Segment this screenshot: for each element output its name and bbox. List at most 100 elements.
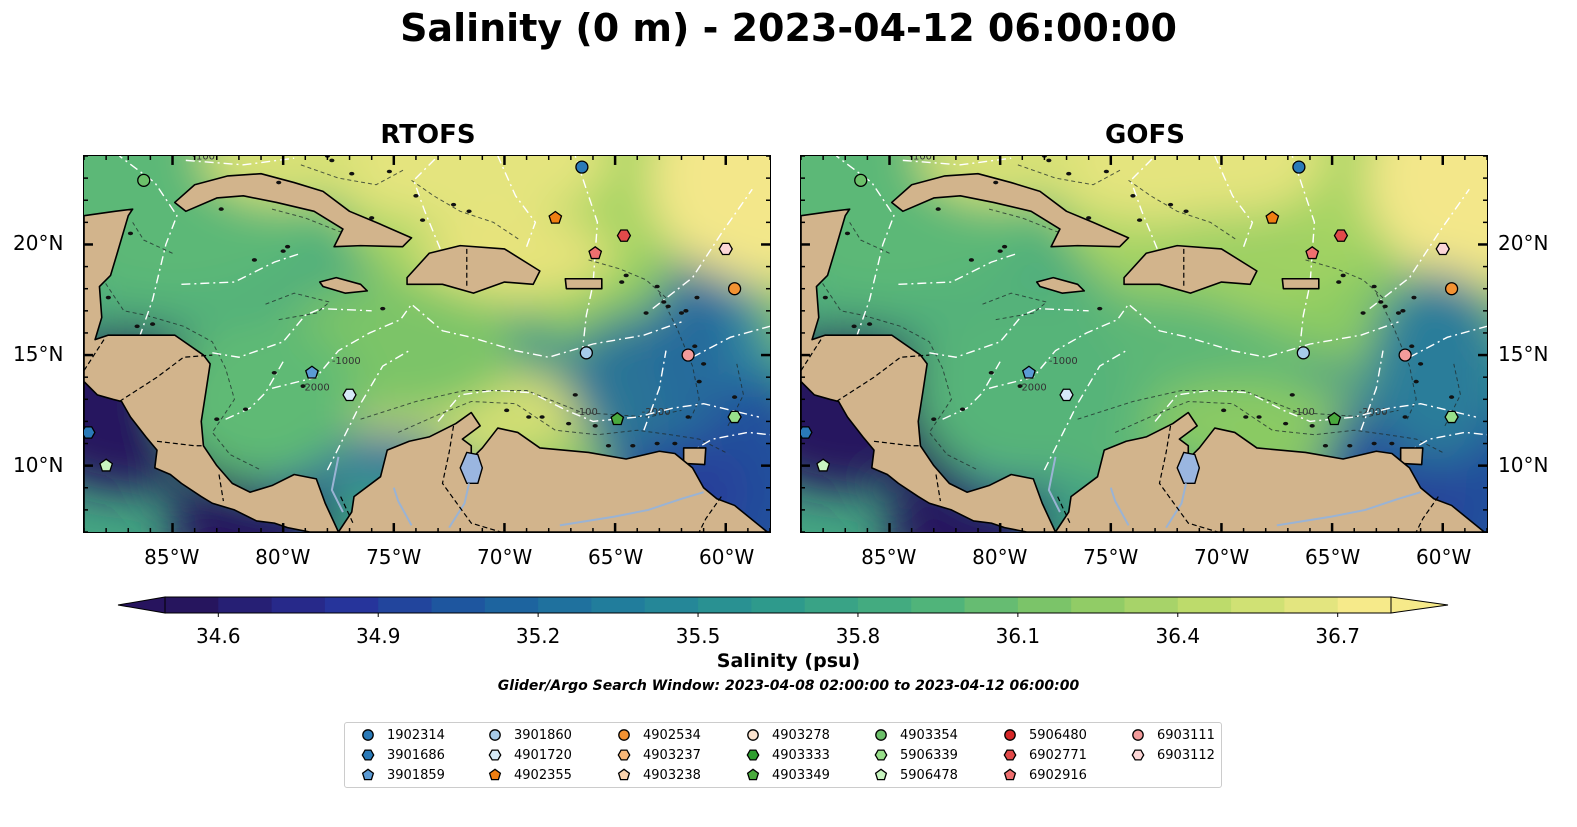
colorbar-tick-label: 34.6 bbox=[196, 624, 241, 648]
legend-marker bbox=[1132, 729, 1144, 741]
island bbox=[643, 311, 649, 315]
contour-label: -100 bbox=[1292, 407, 1315, 418]
eez-boundary bbox=[988, 303, 1399, 389]
eez-boundary bbox=[225, 361, 284, 420]
country-border bbox=[340, 496, 355, 526]
island bbox=[572, 393, 578, 397]
country-border bbox=[836, 354, 930, 402]
island bbox=[1389, 441, 1395, 446]
island bbox=[284, 244, 291, 249]
lat-tick-label-left: 15°N bbox=[13, 342, 64, 367]
island bbox=[1136, 218, 1143, 222]
legend-label: 4903237 bbox=[643, 747, 701, 763]
country-border bbox=[156, 440, 204, 447]
float-marker-1902314 bbox=[575, 160, 589, 174]
eez-boundary bbox=[412, 156, 441, 250]
island bbox=[1289, 393, 1295, 397]
legend-marker bbox=[489, 729, 501, 741]
legend-marker bbox=[361, 749, 375, 761]
island bbox=[1086, 216, 1092, 220]
island bbox=[968, 258, 974, 262]
lon-tick-label: 85°W bbox=[861, 545, 917, 569]
river bbox=[392, 487, 413, 526]
colorbar-tick-label: 35.8 bbox=[835, 624, 881, 648]
float-marker-4902534 bbox=[727, 282, 742, 296]
lon-tick-label: 65°W bbox=[1305, 545, 1361, 569]
legend-marker-1902314 bbox=[362, 729, 374, 741]
float-marker-3901859 bbox=[304, 365, 319, 379]
land-puertorico bbox=[1281, 277, 1320, 290]
eez-boundary bbox=[185, 157, 295, 166]
island bbox=[851, 324, 857, 329]
lon-tick-label: 75°W bbox=[366, 545, 422, 569]
island bbox=[997, 249, 1003, 253]
bathymetry-contour bbox=[1444, 363, 1462, 427]
eez-boundary bbox=[942, 361, 1001, 420]
legend-marker bbox=[874, 749, 888, 761]
legend-label: 3901686 bbox=[387, 747, 445, 763]
country-border bbox=[1415, 496, 1439, 532]
colorbar-segment bbox=[804, 597, 859, 613]
island bbox=[1371, 441, 1377, 446]
legend-marker bbox=[1003, 768, 1017, 781]
legend-label: 4902355 bbox=[514, 767, 572, 783]
eez-boundary bbox=[929, 307, 1089, 358]
island bbox=[696, 379, 702, 384]
land-trinidad bbox=[1399, 447, 1424, 466]
island bbox=[242, 407, 249, 412]
legend-item-4902534: 4902534 bbox=[617, 726, 701, 744]
island bbox=[678, 311, 685, 315]
lat-tick-label-left: 10°N bbox=[13, 453, 64, 478]
island bbox=[566, 421, 572, 426]
land-central bbox=[801, 208, 1057, 532]
eez-boundary bbox=[497, 156, 537, 247]
island bbox=[1001, 244, 1008, 249]
river bbox=[1276, 491, 1421, 527]
country-border bbox=[801, 339, 822, 371]
float-marker-1902314 bbox=[1292, 160, 1306, 174]
colorbar-segment bbox=[1231, 597, 1285, 613]
island bbox=[218, 207, 224, 211]
island bbox=[1322, 443, 1329, 448]
legend-label: 4903238 bbox=[643, 767, 701, 783]
float-marker-4901720 bbox=[342, 388, 357, 402]
island bbox=[1409, 344, 1415, 349]
colorbar-tick-label: 35.5 bbox=[675, 624, 721, 648]
island bbox=[623, 273, 629, 278]
eez-boundary bbox=[1291, 156, 1316, 356]
legend-marker-4903238 bbox=[617, 768, 631, 781]
legend-marker-4903349 bbox=[746, 768, 760, 781]
legend-item-4903349: 4903349 bbox=[746, 766, 830, 784]
lat-tick-label-right: 15°N bbox=[1498, 342, 1549, 367]
legend-label: 6902771 bbox=[1029, 747, 1087, 763]
eez-boundary bbox=[212, 307, 372, 358]
lon-tick-label: 60°W bbox=[698, 545, 755, 569]
contour-label: -2000 bbox=[301, 382, 330, 393]
eez-boundary bbox=[1409, 325, 1487, 358]
land-jamaica bbox=[1035, 276, 1086, 294]
island bbox=[619, 280, 625, 284]
island bbox=[867, 322, 873, 326]
legend-marker-6903112 bbox=[1131, 749, 1145, 761]
legend-marker bbox=[746, 768, 760, 781]
lat-tick-label-right: 20°N bbox=[1498, 230, 1549, 255]
island bbox=[1017, 384, 1023, 388]
island bbox=[466, 209, 472, 214]
legend-marker-4903237 bbox=[617, 749, 631, 761]
island bbox=[844, 231, 851, 236]
bathymetry-contour bbox=[1375, 292, 1417, 420]
legend-label: 5906339 bbox=[900, 747, 958, 763]
country-border bbox=[935, 474, 941, 502]
lon-tick-label: 80°W bbox=[972, 545, 1028, 569]
island bbox=[1382, 304, 1388, 309]
colorbar-segment bbox=[644, 597, 699, 613]
country-border bbox=[873, 440, 921, 447]
island bbox=[349, 171, 355, 176]
float-marker-5906478 bbox=[816, 458, 831, 472]
colorbar-tick-label: 36.7 bbox=[1315, 624, 1360, 648]
island bbox=[1371, 284, 1377, 289]
island bbox=[1395, 311, 1402, 315]
island bbox=[732, 395, 738, 399]
axis-ticks bbox=[84, 156, 770, 532]
panel-title-rtofs: RTOFS bbox=[380, 120, 476, 150]
